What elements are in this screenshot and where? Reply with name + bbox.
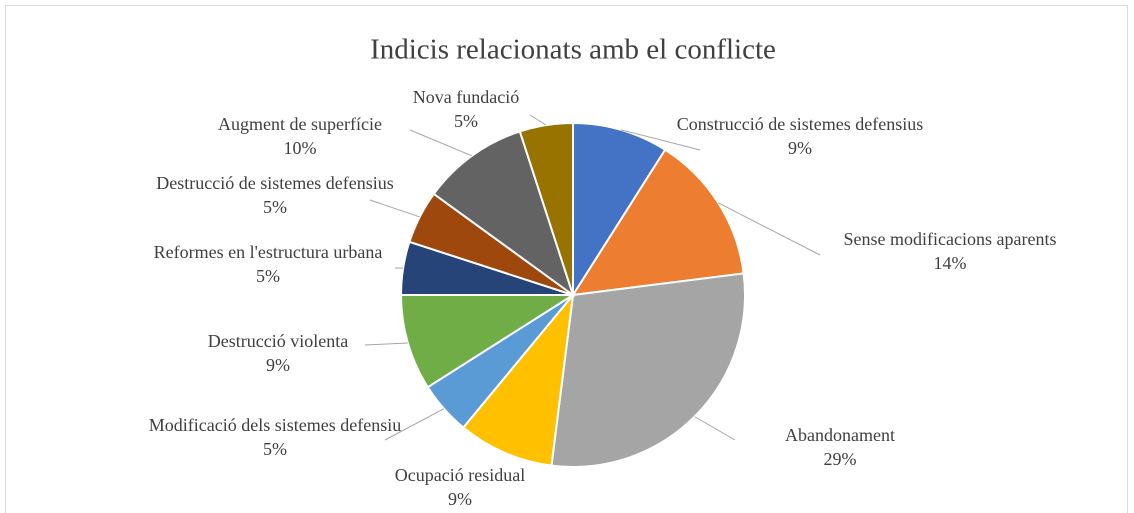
slice-label: Construcció de sistemes defensius xyxy=(677,114,923,134)
value-label: 10% xyxy=(284,138,317,158)
slice-label: Reformes en l'estructura urbana xyxy=(154,242,383,262)
leader-line xyxy=(369,199,420,218)
slice-label: Nova fundació xyxy=(413,87,519,107)
value-label: 5% xyxy=(454,111,478,131)
leader-line xyxy=(620,129,701,151)
slice-label: Sense modificacions aparents xyxy=(844,229,1057,249)
value-label: 9% xyxy=(788,138,812,158)
value-label: 9% xyxy=(266,355,290,375)
leader-line xyxy=(717,202,821,256)
slice-label: Ocupació residual xyxy=(395,465,525,485)
slice-label: Augment de superfície xyxy=(218,114,382,134)
slice-label: Destrucció de sistemes defensius xyxy=(156,173,393,193)
pie-slice xyxy=(518,121,574,296)
pie-slice xyxy=(550,272,746,468)
leader-line xyxy=(364,342,408,346)
value-label: 14% xyxy=(934,253,967,273)
value-label: 5% xyxy=(263,197,287,217)
value-label: 5% xyxy=(256,266,280,286)
pie-slice xyxy=(461,291,575,467)
slice-label: Abandonament xyxy=(785,425,895,445)
leader-line xyxy=(529,114,547,126)
slice-label: Modificació dels sistemes defensiu xyxy=(149,415,401,435)
value-label: 29% xyxy=(824,449,857,469)
slice-label: Destrucció violenta xyxy=(208,331,348,351)
value-label: 9% xyxy=(448,489,472,509)
leader-line xyxy=(694,416,736,441)
value-label: 5% xyxy=(263,439,287,459)
leader-line xyxy=(384,408,445,441)
pie-slice xyxy=(572,121,667,299)
leader-line xyxy=(409,129,473,157)
pie-slice xyxy=(399,294,577,389)
chart-title: Indicis relacionats amb el conflicte xyxy=(370,34,776,66)
